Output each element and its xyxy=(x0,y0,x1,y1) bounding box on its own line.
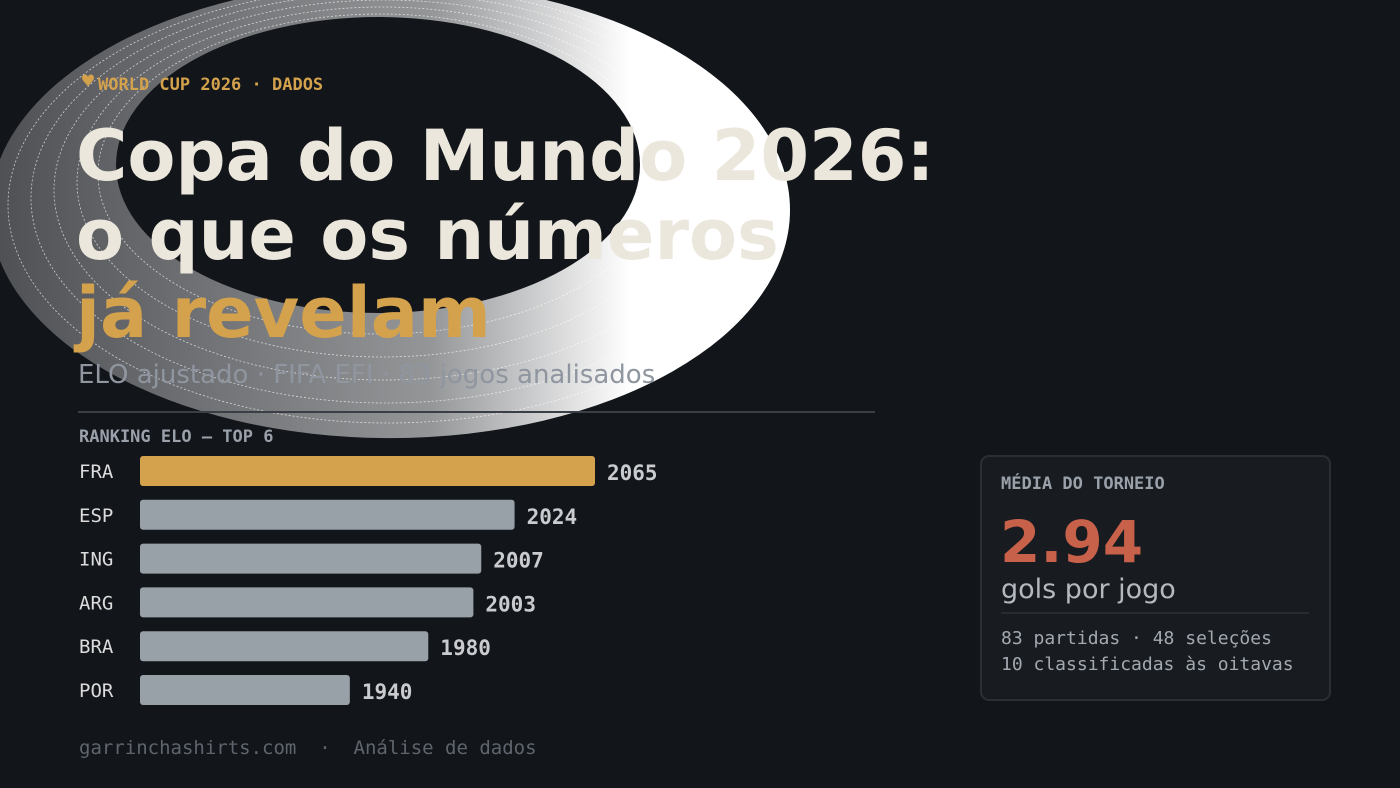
stat-value: 2.94 xyxy=(1000,508,1143,576)
category-label: ESP xyxy=(79,505,113,527)
category-label: POR xyxy=(79,680,114,702)
category-label: BRA xyxy=(79,636,114,658)
eyebrow: WORLD CUP 2026 · DADOS xyxy=(98,75,323,95)
bar xyxy=(140,456,595,486)
category-label: ARG xyxy=(79,592,113,614)
stat-unit: gols por jogo xyxy=(1001,574,1176,605)
stat-label: MÉDIA DO TORNEIO xyxy=(1001,472,1165,494)
bar xyxy=(140,631,429,662)
decorative-swirl xyxy=(0,0,790,438)
chart-title: RANKING ELO — TOP 6 xyxy=(79,427,273,447)
value-label: 2024 xyxy=(527,505,578,529)
title-highlight: já revelam xyxy=(73,272,491,354)
value-label: 2007 xyxy=(493,549,544,573)
bar xyxy=(140,675,350,705)
stat-detail: 10 classificadas às oitavas xyxy=(1001,654,1294,675)
bar xyxy=(140,587,474,618)
bar-chart: FRA 2065 ESP 2024 ING 2007 ARG 2003 BRA 1980 POR 19… xyxy=(79,456,658,705)
footer: garrinchashirts.com · Análise de dados xyxy=(79,737,537,759)
bar xyxy=(140,499,515,530)
category-label: FRA xyxy=(79,461,114,483)
value-label: 1980 xyxy=(440,636,491,660)
value-label: 1940 xyxy=(362,680,413,704)
eyebrow-icon xyxy=(82,74,94,87)
stat-detail: 83 partidas · 48 seleções xyxy=(1001,628,1272,649)
subtitle: ELO ajustado · FIFA EFI · 83 jogos anali… xyxy=(78,360,655,390)
title-line: o que os números xyxy=(76,194,779,276)
category-label: ING xyxy=(79,549,113,571)
bar xyxy=(140,543,482,574)
stat-card xyxy=(980,455,1331,701)
value-label: 2003 xyxy=(485,592,536,616)
title-line: Copa do Mundo 2026: xyxy=(76,115,934,197)
value-label: 2065 xyxy=(607,461,658,485)
